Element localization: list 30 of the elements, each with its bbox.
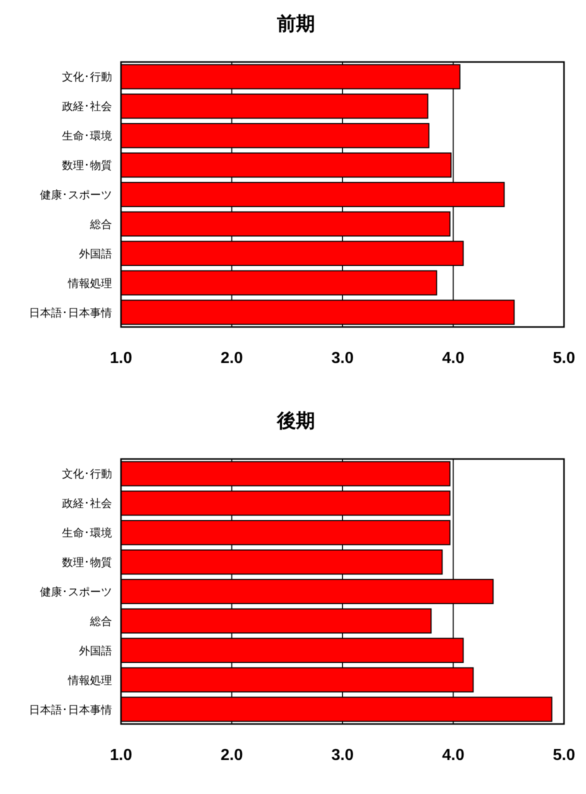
x-tick-label: 3.0 xyxy=(331,747,354,764)
x-tick-label: 3.0 xyxy=(331,350,354,367)
x-tick-label: 5.0 xyxy=(552,747,576,764)
x-tick-label: 2.0 xyxy=(220,747,243,764)
y-tick-label: 健康･スポーツ xyxy=(40,586,112,598)
y-tick-label: 外国語 xyxy=(79,644,112,658)
y-tick-label: 日本語･日本事情 xyxy=(29,703,112,716)
y-tick-label: 政経･社会 xyxy=(62,100,112,114)
y-tick-label: 生命･環境 xyxy=(62,130,112,143)
y-tick-label: 総合 xyxy=(89,218,112,231)
chart-title: 後期 xyxy=(276,410,315,432)
x-tick-label: 1.0 xyxy=(110,747,132,764)
y-tick-label: 政経･社会 xyxy=(62,497,112,510)
y-tick-label: 外国語 xyxy=(79,247,112,260)
y-tick-label: 生命･環境 xyxy=(62,526,112,540)
y-tick-label: 情報処理 xyxy=(67,276,112,290)
y-tick-label: 総合 xyxy=(89,614,112,628)
x-tick-label: 5.0 xyxy=(552,350,576,367)
x-tick-label: 4.0 xyxy=(442,747,464,764)
y-tick-label: 文化･行動 xyxy=(62,468,112,481)
x-tick-label: 1.0 xyxy=(110,350,132,367)
y-tick-label: 健康･スポーツ xyxy=(40,188,112,202)
y-tick-label: 日本語･日本事情 xyxy=(29,306,112,320)
chart-title: 前期 xyxy=(276,13,315,35)
y-tick-label: 数理･物質 xyxy=(62,556,112,570)
y-tick-label: 情報処理 xyxy=(67,674,112,687)
x-tick-label: 4.0 xyxy=(442,350,464,367)
x-tick-label: 2.0 xyxy=(220,350,243,367)
y-tick-label: 数理･物質 xyxy=(62,159,112,172)
y-tick-label: 文化･行動 xyxy=(62,70,112,84)
